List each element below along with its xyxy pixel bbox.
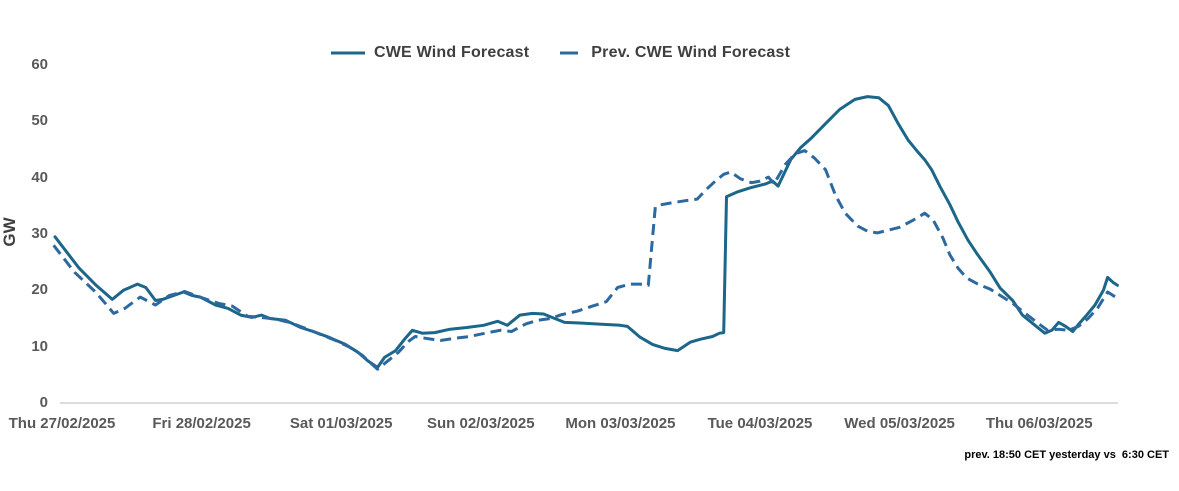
legend-label-current-forecast: CWE Wind Forecast bbox=[374, 44, 530, 61]
x-tick-label: Mon 03/03/2025 bbox=[565, 415, 676, 432]
x-tick-label: Wed 05/03/2025 bbox=[844, 415, 955, 432]
x-tick-label: Sat 01/03/2025 bbox=[289, 415, 393, 432]
y-tick-label: 40 bbox=[31, 168, 48, 186]
y-tick-label: 10 bbox=[31, 337, 48, 355]
legend-item-previous-forecast[interactable]: Prev. CWE Wind Forecast bbox=[557, 44, 790, 62]
x-tick-label: Thu 27/02/2025 bbox=[8, 415, 116, 432]
y-tick-label: 50 bbox=[31, 112, 48, 130]
x-tick-label: Thu 06/03/2025 bbox=[985, 415, 1093, 432]
x-tick-label: Fri 28/02/2025 bbox=[152, 415, 251, 432]
y-tick-label: 20 bbox=[31, 281, 48, 299]
legend-item-current-forecast[interactable]: CWE Wind Forecast bbox=[330, 44, 529, 62]
chart-legend: CWE Wind Forecast Prev. CWE Wind Forecas… bbox=[330, 44, 790, 62]
y-tick-label: 30 bbox=[31, 225, 48, 242]
current-forecast-line[interactable] bbox=[53, 95, 1119, 369]
dashed-line-swatch-icon bbox=[560, 51, 579, 55]
x-tick-label: Tue 04/03/2025 bbox=[707, 415, 813, 432]
legend-label-previous-forecast: Prev. CWE Wind Forecast bbox=[591, 44, 791, 61]
y-tick-label: 0 bbox=[39, 394, 48, 411]
x-tick-label: Sun 02/03/2025 bbox=[427, 415, 535, 432]
footer-note: prev. 18:50 CET yesterday vs 6:30 CET bbox=[964, 449, 1169, 461]
solid-line-swatch-icon bbox=[331, 51, 365, 55]
y-tick-label: 60 bbox=[31, 56, 48, 74]
previous-forecast-line[interactable] bbox=[52, 149, 1119, 371]
